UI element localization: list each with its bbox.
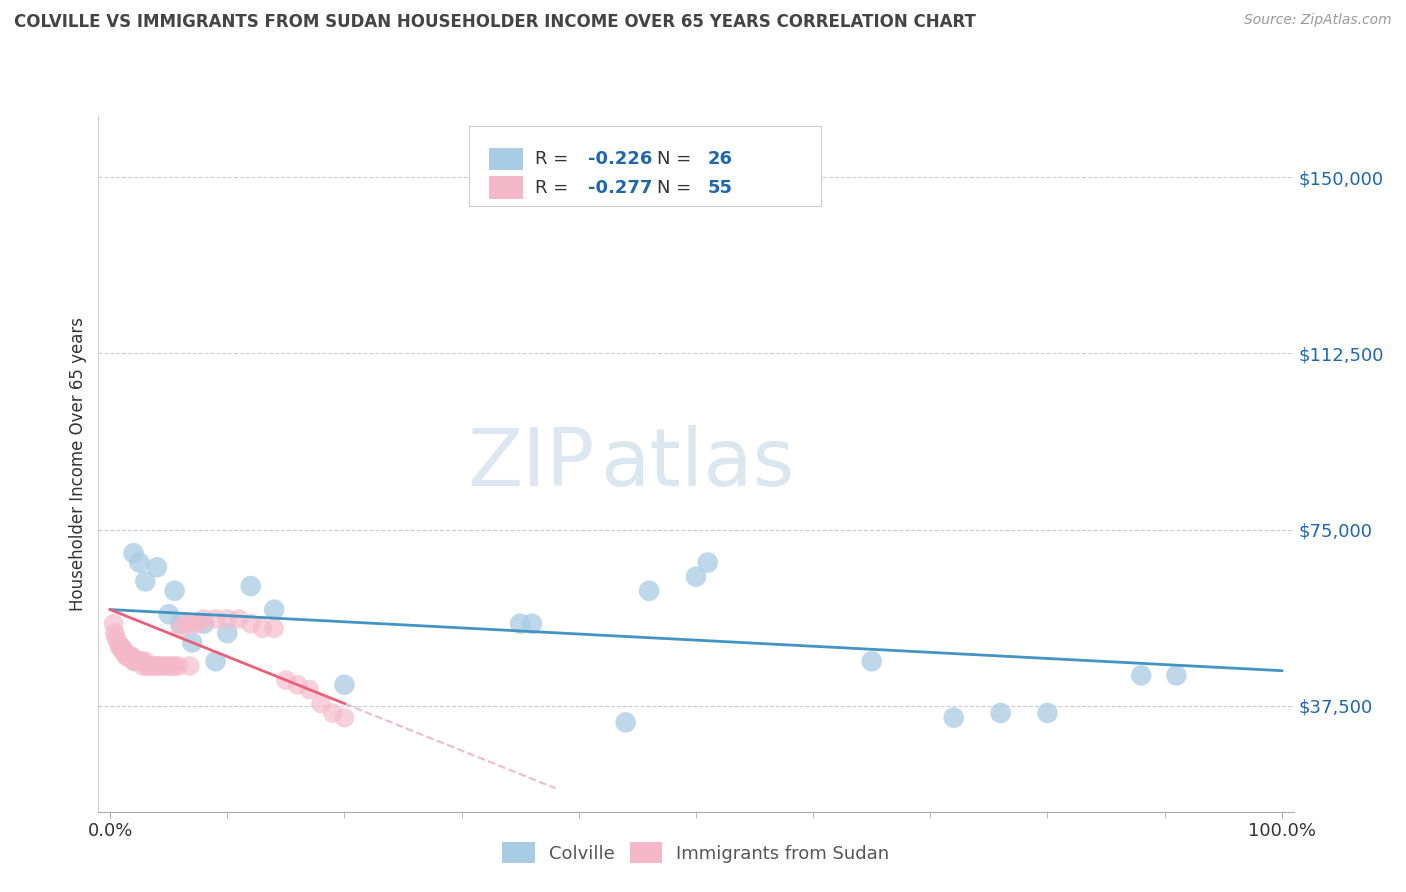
Point: [134, 654, 156, 668]
Point: [124, 654, 146, 668]
Point: [217, 612, 239, 626]
Point: [204, 654, 226, 668]
Point: [107, 635, 129, 649]
Text: 55: 55: [709, 178, 733, 196]
Point: [860, 654, 883, 668]
Point: [160, 659, 183, 673]
Point: [122, 546, 145, 560]
Point: [127, 654, 149, 668]
Point: [143, 659, 166, 673]
Point: [141, 659, 163, 673]
Bar: [489, 148, 523, 170]
Point: [128, 654, 150, 668]
FancyBboxPatch shape: [470, 127, 821, 206]
Point: [157, 607, 180, 622]
Point: [638, 583, 661, 598]
Point: [193, 612, 215, 626]
Point: [309, 697, 332, 711]
Point: [174, 616, 197, 631]
Point: [181, 635, 204, 649]
Point: [298, 682, 321, 697]
Text: N =: N =: [657, 178, 696, 196]
Point: [167, 659, 190, 673]
Text: atlas: atlas: [600, 425, 794, 503]
Point: [204, 612, 226, 626]
Text: R =: R =: [534, 150, 574, 168]
Point: [333, 678, 356, 692]
Point: [122, 654, 145, 668]
Point: [274, 673, 297, 687]
Point: [239, 616, 262, 631]
Point: [112, 645, 135, 659]
Point: [131, 654, 153, 668]
Point: [112, 645, 135, 659]
Text: COLVILLE VS IMMIGRANTS FROM SUDAN HOUSEHOLDER INCOME OVER 65 YEARS CORRELATION C: COLVILLE VS IMMIGRANTS FROM SUDAN HOUSEH…: [14, 13, 976, 31]
Point: [990, 706, 1012, 720]
Point: [163, 583, 186, 598]
Point: [228, 612, 250, 626]
Point: [108, 640, 131, 655]
Point: [263, 602, 285, 616]
Point: [696, 556, 718, 570]
Point: [181, 616, 204, 631]
Point: [132, 659, 155, 673]
Point: [111, 640, 134, 655]
Point: [287, 678, 309, 692]
Point: [152, 659, 174, 673]
Point: [685, 569, 707, 583]
Point: [1036, 706, 1059, 720]
Point: [942, 711, 965, 725]
Point: [263, 621, 285, 635]
Text: N =: N =: [657, 150, 696, 168]
Point: [134, 574, 156, 589]
Point: [104, 626, 127, 640]
Point: [252, 621, 274, 635]
Text: -0.277: -0.277: [589, 178, 652, 196]
Legend: Colville, Immigrants from Sudan: Colville, Immigrants from Sudan: [494, 833, 898, 872]
Point: [110, 640, 132, 655]
Point: [129, 654, 152, 668]
Point: [148, 659, 170, 673]
Point: [169, 621, 191, 635]
Point: [114, 645, 136, 659]
Point: [193, 616, 215, 631]
Point: [157, 659, 180, 673]
Text: -0.226: -0.226: [589, 150, 652, 168]
Point: [125, 654, 148, 668]
Bar: [489, 177, 523, 199]
Point: [118, 649, 141, 664]
Text: ZIP: ZIP: [467, 425, 595, 503]
Point: [120, 649, 142, 664]
Point: [120, 649, 142, 664]
Point: [614, 715, 637, 730]
Point: [136, 659, 159, 673]
Point: [322, 706, 344, 720]
Point: [333, 711, 356, 725]
Text: R =: R =: [534, 178, 574, 196]
Point: [146, 659, 169, 673]
Point: [217, 626, 239, 640]
Point: [128, 556, 150, 570]
Text: 26: 26: [709, 150, 733, 168]
Point: [146, 560, 169, 574]
Point: [117, 649, 139, 664]
Point: [155, 659, 177, 673]
Point: [509, 616, 531, 631]
Point: [1130, 668, 1153, 682]
Point: [138, 659, 160, 673]
Point: [169, 616, 191, 631]
Point: [115, 649, 138, 664]
Point: [179, 659, 201, 673]
Point: [520, 616, 543, 631]
Text: Source: ZipAtlas.com: Source: ZipAtlas.com: [1244, 13, 1392, 28]
Y-axis label: Householder Income Over 65 years: Householder Income Over 65 years: [69, 317, 87, 611]
Point: [239, 579, 262, 593]
Point: [163, 659, 186, 673]
Point: [1166, 668, 1188, 682]
Point: [121, 649, 143, 664]
Point: [103, 616, 125, 631]
Point: [187, 616, 209, 631]
Point: [105, 631, 128, 645]
